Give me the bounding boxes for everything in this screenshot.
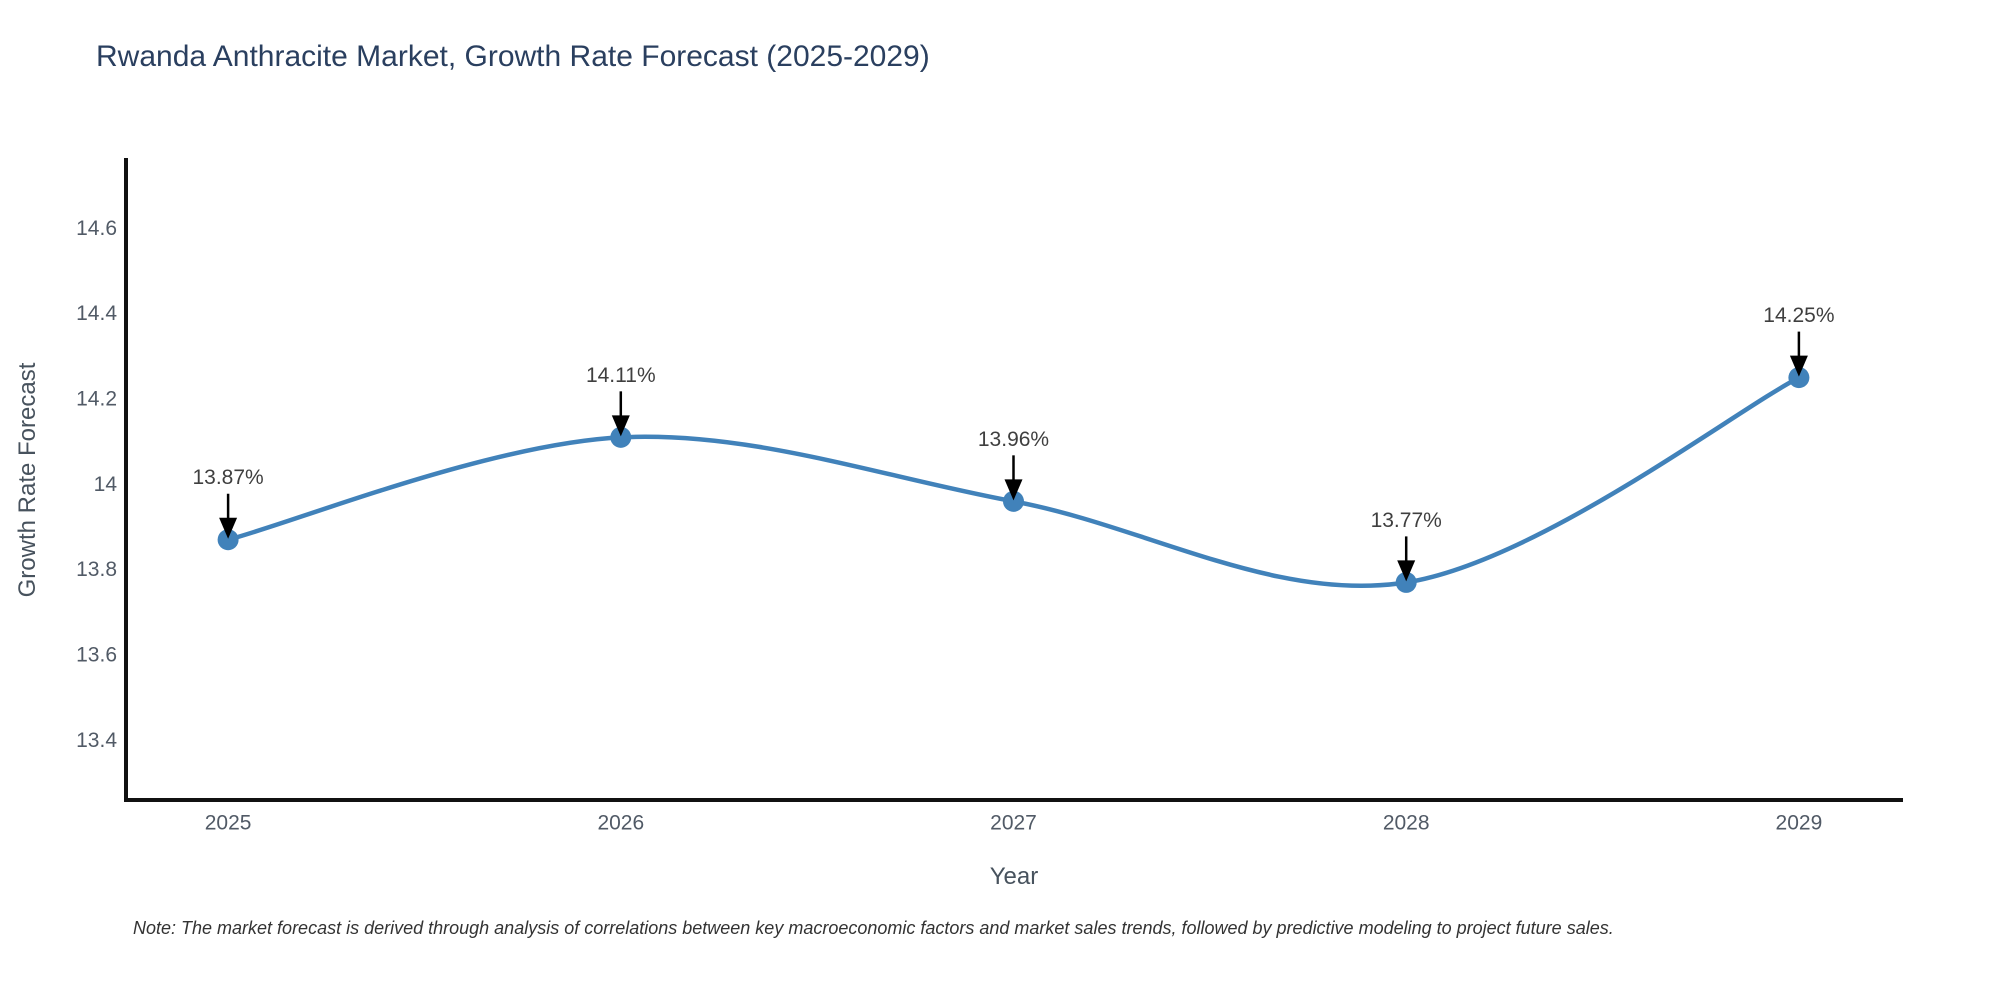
data-point-marker: [217, 529, 239, 551]
point-value-label: 13.87%: [192, 466, 263, 489]
x-tick-label: 2027: [990, 812, 1037, 835]
point-value-label: 13.77%: [1371, 509, 1442, 532]
y-tick-label: 13.4: [76, 729, 117, 752]
annotation-arrowhead-icon: [611, 415, 630, 437]
y-tick-label: 13.6: [76, 643, 117, 666]
footnote: Note: The market forecast is derived thr…: [133, 918, 1614, 938]
y-tick-labels: 13.4 13.6 13.8 14 14.2 14.4 14.6: [76, 217, 117, 752]
x-tick-label: 2025: [205, 812, 252, 835]
annotation-arrowhead-icon: [1004, 479, 1023, 501]
x-tick-label: 2028: [1383, 812, 1430, 835]
annotation-arrowhead-icon: [1789, 355, 1808, 377]
x-tick-labels: 2025 2026 2027 2028 2029: [205, 812, 1823, 835]
annotation-arrowhead-icon: [219, 517, 238, 539]
y-tick-label: 13.8: [76, 558, 117, 581]
data-point-marker: [1788, 367, 1810, 389]
y-tick-label: 14.4: [76, 302, 117, 325]
y-axis-title: Growth Rate Forecast: [14, 362, 41, 598]
point-annotations: 13.87% 14.11% 13.96% 13.77% 14.25%: [192, 304, 1835, 582]
axes: [124, 158, 1903, 802]
y-tick-label: 14.2: [76, 387, 117, 410]
x-tick-label: 2029: [1776, 812, 1823, 835]
annotation-arrowhead-icon: [1397, 560, 1416, 582]
axis-lines: [124, 158, 1903, 802]
data-point-marker: [1003, 490, 1024, 512]
point-value-label: 13.96%: [978, 428, 1049, 451]
chart-title: Rwanda Anthracite Market, Growth Rate Fo…: [96, 40, 930, 73]
y-tick-label: 14: [94, 473, 118, 496]
data-point-marker: [610, 426, 632, 448]
x-axis-title: Year: [989, 863, 1039, 890]
point-value-label: 14.25%: [1763, 304, 1834, 327]
y-tick-label: 14.6: [76, 217, 117, 240]
x-tick-label: 2026: [597, 812, 644, 835]
data-point-marker: [1395, 571, 1417, 593]
data-points: [217, 367, 1810, 593]
point-value-label: 14.11%: [586, 364, 656, 387]
